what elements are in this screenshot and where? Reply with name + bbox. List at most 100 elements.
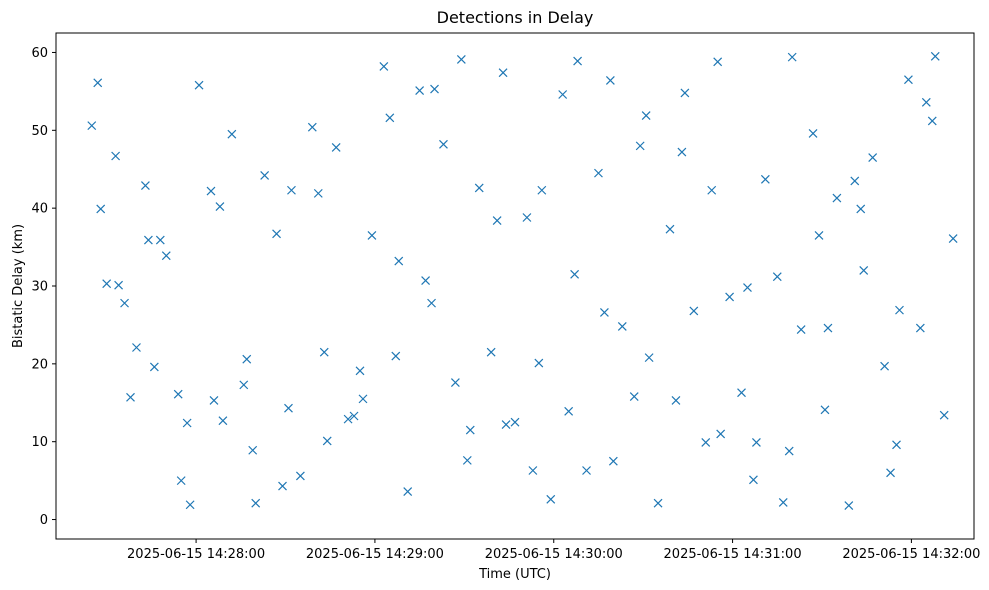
data-point [465,425,475,435]
data-point [573,56,583,66]
data-point [850,176,860,186]
data-point [331,143,341,152]
data-point [680,88,690,98]
data-point [796,325,806,335]
data-point [161,251,171,261]
data-points [87,51,958,510]
data-point [787,52,797,62]
data-point [155,235,165,245]
y-tick-label: 0 [40,513,48,528]
data-point [349,411,359,421]
data-point [808,128,818,138]
data-point [182,418,192,428]
x-tick-label: 2025-06-15 14:32:00 [842,547,980,562]
data-point [421,276,431,285]
data-point [701,438,711,447]
data-point [260,171,270,180]
data-point [415,86,425,96]
data-point [895,305,904,315]
data-point [564,406,574,416]
data-point [140,181,150,191]
data-point [644,353,654,363]
data-point [450,378,460,387]
data-point [486,347,496,357]
data-point [772,272,782,282]
data-point [886,468,895,478]
data-point [343,414,353,424]
data-point [143,235,153,245]
y-tick-label: 50 [31,124,48,139]
data-point [665,224,675,234]
data-point [784,446,794,456]
y-tick-label: 20 [31,357,48,372]
data-point [927,116,937,126]
data-point [367,230,377,240]
data-point [904,75,913,85]
data-point [844,501,854,510]
data-point [427,298,436,308]
data-point [856,204,866,214]
data-point [823,323,833,333]
data-point [278,481,287,491]
data-point [430,84,439,94]
data-point [111,151,121,161]
y-tick-label: 30 [31,280,48,295]
data-point [215,202,225,212]
data-point [322,436,332,446]
x-tick-label: 2025-06-15 14:29:00 [306,547,444,562]
data-point [87,121,97,131]
x-tick-label: 2025-06-15 14:31:00 [664,547,802,562]
y-tick-label: 40 [31,202,48,217]
data-point [605,76,615,85]
data-point [939,410,949,420]
data-point [379,62,389,71]
data-point [921,97,931,107]
data-point [778,497,788,507]
data-point [439,139,448,149]
data-point [93,78,103,88]
data-point [868,153,878,162]
data-point [358,394,368,404]
data-point [707,185,717,195]
data-point [96,204,106,214]
data-point [915,323,925,333]
data-point [880,361,890,371]
data-point [403,487,413,496]
data-point [713,57,723,67]
data-point [629,392,639,401]
data-point [892,440,901,450]
data-point [617,322,627,331]
data-point [474,183,484,193]
data-point [114,280,124,290]
data-point [227,129,237,139]
data-point [248,445,258,455]
data-point [251,498,261,508]
data-point [608,456,618,466]
data-point [582,466,591,475]
data-point [558,90,568,99]
data-point [859,266,869,275]
data-point [832,193,842,203]
data-point [355,366,365,376]
data-point [760,174,770,184]
axes-background [56,33,974,539]
data-point [295,471,305,481]
data-point [498,68,508,78]
data-point [930,51,940,61]
data-point [385,113,395,123]
data-point [173,389,183,399]
data-point [391,351,401,361]
data-point [570,269,580,279]
data-point [242,354,252,364]
x-axis-ticks: 2025-06-15 14:28:00 2025-06-15 14:29:00 20… [127,539,980,562]
data-point [510,417,520,427]
data-point [218,416,228,426]
data-point [394,256,404,266]
data-point [528,466,538,475]
data-point [176,476,186,486]
data-point [749,475,758,485]
data-point [599,308,609,317]
data-point [206,186,216,196]
data-point [194,80,204,90]
x-tick-label: 2025-06-15 14:28:00 [127,547,265,562]
